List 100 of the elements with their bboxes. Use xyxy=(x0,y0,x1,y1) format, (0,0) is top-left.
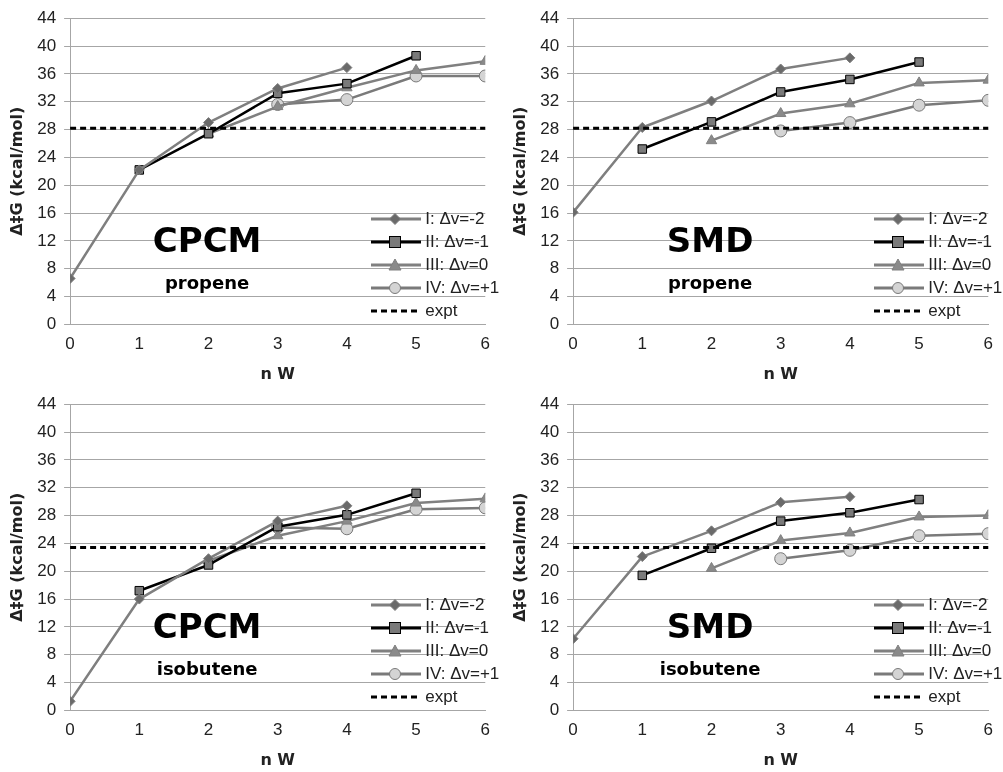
legend-label: expt xyxy=(928,300,961,321)
x-tick-label: 1 xyxy=(134,720,145,740)
legend-label: II: Δv=-1 xyxy=(928,617,993,638)
y-tick-label: 8 xyxy=(549,644,560,664)
annotation: SMD xyxy=(666,606,754,647)
x-tick-label: 2 xyxy=(706,334,717,354)
x-tick-label: 6 xyxy=(480,334,491,354)
y-tick-label: 36 xyxy=(540,63,560,83)
y-axis-title: Δ‡G (kcal/mol) xyxy=(509,106,529,236)
legend-label: III: Δv=0 xyxy=(928,254,992,275)
legend-label: II: Δv=-1 xyxy=(425,231,490,252)
y-tick-label: 12 xyxy=(37,616,57,636)
y-tick-label: 0 xyxy=(549,700,560,720)
legend-label: I: Δv=-2 xyxy=(425,594,485,615)
y-tick-label: 36 xyxy=(540,449,560,469)
x-tick-label: 5 xyxy=(914,720,924,740)
legend-label: expt xyxy=(425,686,458,707)
y-tick-label: 40 xyxy=(37,421,57,441)
y-tick-label: 32 xyxy=(540,91,560,111)
y-tick-label: 24 xyxy=(37,147,57,167)
legend-label: IV: Δv=+1 xyxy=(425,277,500,298)
legend-label: III: Δv=0 xyxy=(928,640,992,661)
y-tick-label: 36 xyxy=(37,63,57,83)
legend-label: IV: Δv=+1 xyxy=(928,663,1003,684)
x-tick-label: 2 xyxy=(203,720,214,740)
y-axis-title: Δ‡G (kcal/mol) xyxy=(6,492,26,622)
annotation: SMD xyxy=(666,220,754,261)
y-tick-label: 32 xyxy=(540,477,560,497)
y-tick-label: 8 xyxy=(46,644,57,664)
y-tick-label: 8 xyxy=(46,258,57,278)
y-tick-label: 20 xyxy=(37,174,57,194)
y-tick-label: 44 xyxy=(540,7,560,27)
x-tick-label: 2 xyxy=(203,334,214,354)
y-tick-label: 16 xyxy=(540,202,560,222)
legend-label: I: Δv=-2 xyxy=(928,208,988,229)
x-axis-title: n W xyxy=(763,363,799,383)
y-tick-label: 44 xyxy=(37,393,57,413)
y-tick-label: 28 xyxy=(540,119,560,139)
annotation: propene xyxy=(667,272,753,294)
x-tick-label: 1 xyxy=(637,720,648,740)
x-axis-title: n W xyxy=(763,749,799,769)
y-tick-label: 12 xyxy=(37,230,57,250)
x-tick-label: 5 xyxy=(411,720,421,740)
y-tick-label: 16 xyxy=(540,588,560,608)
y-tick-label: 4 xyxy=(46,286,57,306)
legend-label: II: Δv=-1 xyxy=(928,231,993,252)
y-axis-title: Δ‡G (kcal/mol) xyxy=(6,106,26,236)
y-tick-label: 28 xyxy=(37,505,57,525)
y-tick-label: 28 xyxy=(540,505,560,525)
x-tick-label: 4 xyxy=(342,334,352,354)
y-tick-label: 32 xyxy=(37,91,57,111)
x-tick-label: 0 xyxy=(65,720,75,740)
x-tick-label: 4 xyxy=(342,720,352,740)
y-tick-label: 12 xyxy=(540,616,560,636)
y-tick-label: 0 xyxy=(46,314,57,334)
y-tick-label: 20 xyxy=(540,560,560,580)
y-tick-label: 24 xyxy=(540,147,560,167)
legend-label: I: Δv=-2 xyxy=(425,208,485,229)
x-axis-title: n W xyxy=(260,749,296,769)
x-tick-label: 4 xyxy=(845,720,855,740)
x-tick-label: 6 xyxy=(983,334,994,354)
y-tick-label: 0 xyxy=(46,700,57,720)
x-tick-label: 5 xyxy=(411,334,421,354)
x-tick-label: 4 xyxy=(845,334,855,354)
x-tick-label: 5 xyxy=(914,334,924,354)
x-tick-label: 0 xyxy=(65,334,75,354)
y-tick-label: 44 xyxy=(540,393,560,413)
y-tick-label: 28 xyxy=(37,119,57,139)
x-tick-label: 3 xyxy=(775,720,786,740)
y-tick-label: 4 xyxy=(549,286,560,306)
x-tick-label: 0 xyxy=(568,334,578,354)
y-tick-label: 36 xyxy=(37,449,57,469)
annotation: CPCM xyxy=(152,606,262,647)
legend-label: expt xyxy=(928,686,961,707)
annotation: isobutene xyxy=(659,658,761,680)
annotation: CPCM xyxy=(152,220,262,261)
x-tick-label: 1 xyxy=(134,334,145,354)
y-axis-title: Δ‡G (kcal/mol) xyxy=(509,492,529,622)
x-tick-label: 1 xyxy=(637,334,648,354)
y-tick-label: 8 xyxy=(549,258,560,278)
annotation: propene xyxy=(164,272,250,294)
y-tick-label: 20 xyxy=(540,174,560,194)
legend-label: III: Δv=0 xyxy=(425,254,489,275)
legend-label: IV: Δv=+1 xyxy=(928,277,1003,298)
x-axis-title: n W xyxy=(260,363,296,383)
y-tick-label: 32 xyxy=(37,477,57,497)
y-tick-label: 40 xyxy=(37,35,57,55)
y-tick-label: 40 xyxy=(540,421,560,441)
y-tick-label: 0 xyxy=(549,314,560,334)
y-tick-label: 12 xyxy=(540,230,560,250)
x-tick-label: 3 xyxy=(272,720,283,740)
y-tick-label: 20 xyxy=(37,560,57,580)
annotation: isobutene xyxy=(156,658,258,680)
y-tick-label: 44 xyxy=(37,7,57,27)
x-tick-label: 6 xyxy=(983,720,994,740)
x-tick-label: 0 xyxy=(568,720,578,740)
legend-label: I: Δv=-2 xyxy=(928,594,988,615)
y-tick-label: 24 xyxy=(540,533,560,553)
y-tick-label: 24 xyxy=(37,533,57,553)
x-tick-label: 6 xyxy=(480,720,491,740)
